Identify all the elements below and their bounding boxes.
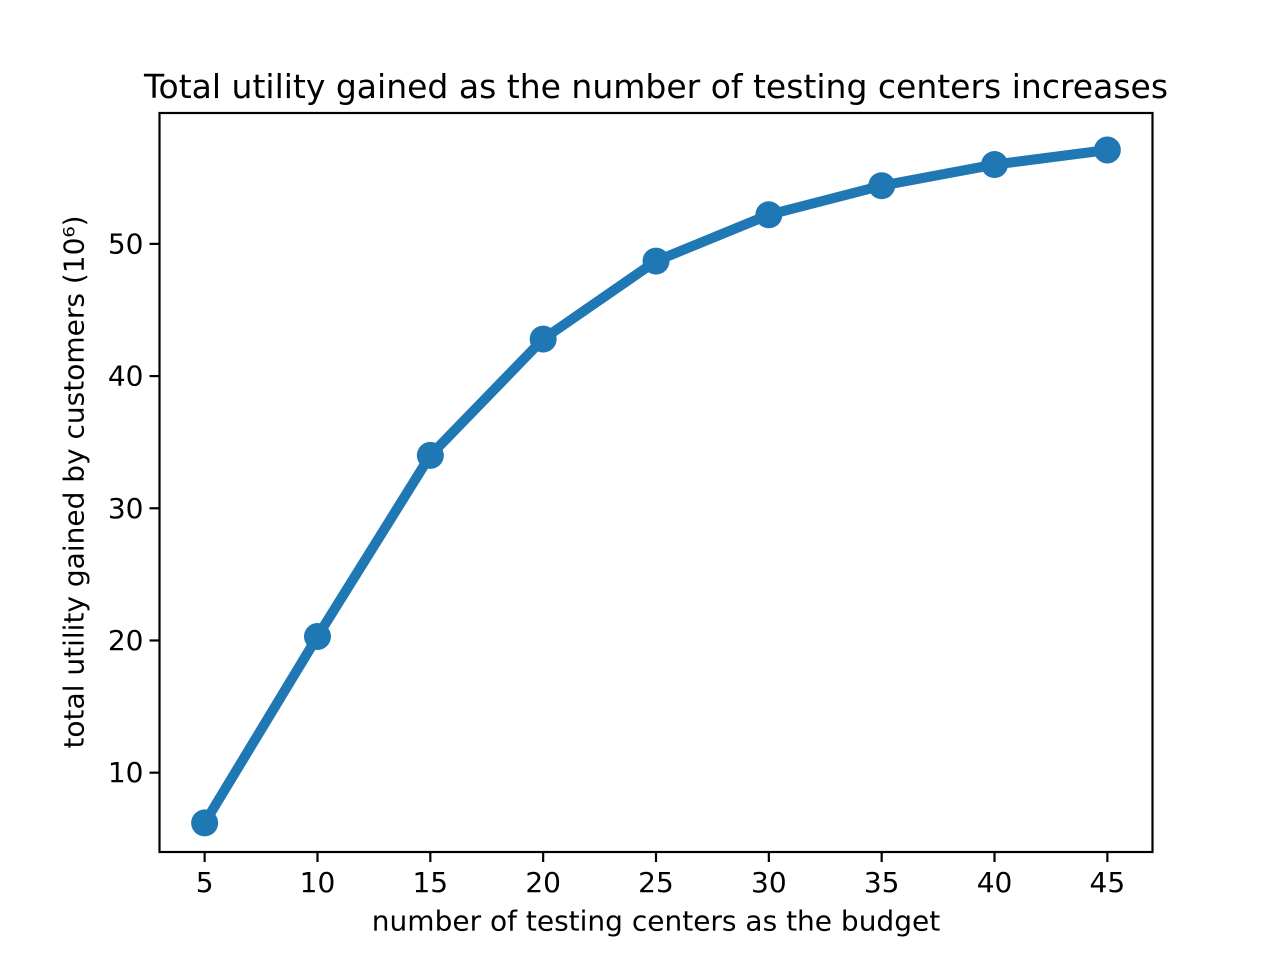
x-tick-label: 10 [300,866,336,899]
data-point [642,247,670,275]
x-tick-label: 20 [525,866,561,899]
data-point [1093,136,1121,164]
x-tick-label: 15 [412,866,448,899]
data-point [755,201,783,229]
x-tick-label: 30 [751,866,787,899]
data-point [868,172,896,200]
y-tick-label: 40 [108,360,144,393]
x-axis-label: number of testing centers as the budget [371,904,941,938]
data-point [416,441,444,469]
axes-spines [158,111,1154,854]
chart-title: Total utility gained as the number of te… [143,67,1169,106]
y-tick-label: 10 [108,756,144,789]
x-tick-label: 25 [638,866,674,899]
x-tick-label: 40 [977,866,1013,899]
data-point [529,325,557,353]
x-tick-label: 45 [1090,866,1126,899]
data-point [191,809,219,837]
data-point [303,623,331,651]
data-point [981,151,1009,179]
x-tick-label: 5 [196,866,214,899]
y-tick-label: 20 [108,624,144,657]
y-tick-label: 30 [108,492,144,525]
x-tick-label: 35 [864,866,900,899]
y-tick-label: 50 [108,227,144,260]
